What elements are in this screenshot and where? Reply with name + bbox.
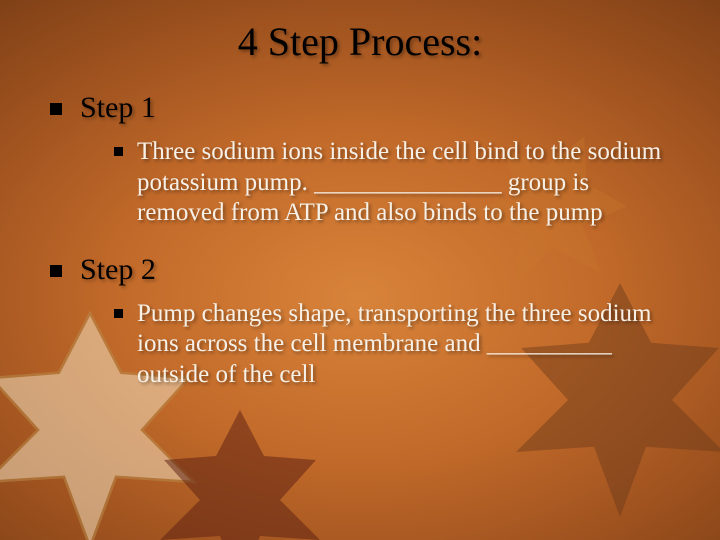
slide: 4 Step Process: Step 1 Three sodium ions… xyxy=(0,0,720,540)
step-heading: Step 2 xyxy=(80,253,156,287)
step-body: Pump changes shape, transporting the thr… xyxy=(137,299,668,391)
step-heading-row: Step 1 xyxy=(50,91,688,125)
square-bullet-icon xyxy=(114,309,123,318)
slide-title: 4 Step Process: xyxy=(32,18,688,65)
step-body-row: Three sodium ions inside the cell bind t… xyxy=(114,137,668,229)
square-bullet-icon xyxy=(50,103,62,115)
step-body-row: Pump changes shape, transporting the thr… xyxy=(114,299,668,391)
step-body: Three sodium ions inside the cell bind t… xyxy=(137,137,668,229)
square-bullet-icon xyxy=(50,265,62,277)
step-heading: Step 1 xyxy=(80,91,156,125)
step-heading-row: Step 2 xyxy=(50,253,688,287)
content-area: 4 Step Process: Step 1 Three sodium ions… xyxy=(0,0,720,390)
square-bullet-icon xyxy=(114,147,123,156)
